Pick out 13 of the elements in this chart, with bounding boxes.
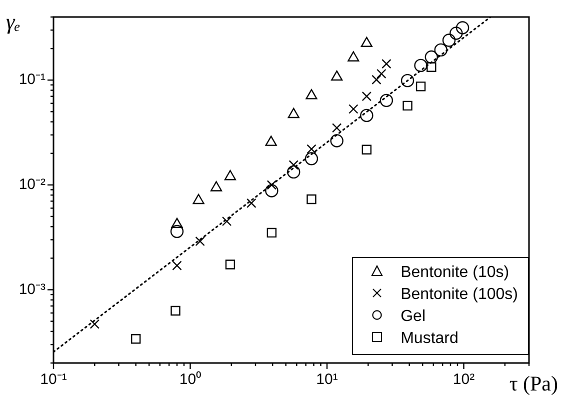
x-tick-label: 10² [452, 371, 475, 388]
legend-label: Bentonite (100s) [400, 286, 518, 303]
x-tick-label: 10⁰ [179, 371, 202, 388]
legend-label: Mustard [400, 330, 458, 347]
x-tick-label: 10¹ [316, 371, 338, 388]
y-axis-title: γₑ [6, 8, 21, 34]
y-tick-label: 10⁻³ [18, 280, 46, 298]
legend-label: Gel [400, 308, 426, 325]
y-tick-label: 10⁻¹ [18, 71, 46, 88]
y-tick-label: 10⁻² [18, 176, 46, 194]
x-axis-title: τ (Pa) [509, 372, 558, 396]
x-tick-label: 10⁻¹ [40, 371, 67, 388]
legend-label: Bentonite (10s) [400, 264, 510, 281]
